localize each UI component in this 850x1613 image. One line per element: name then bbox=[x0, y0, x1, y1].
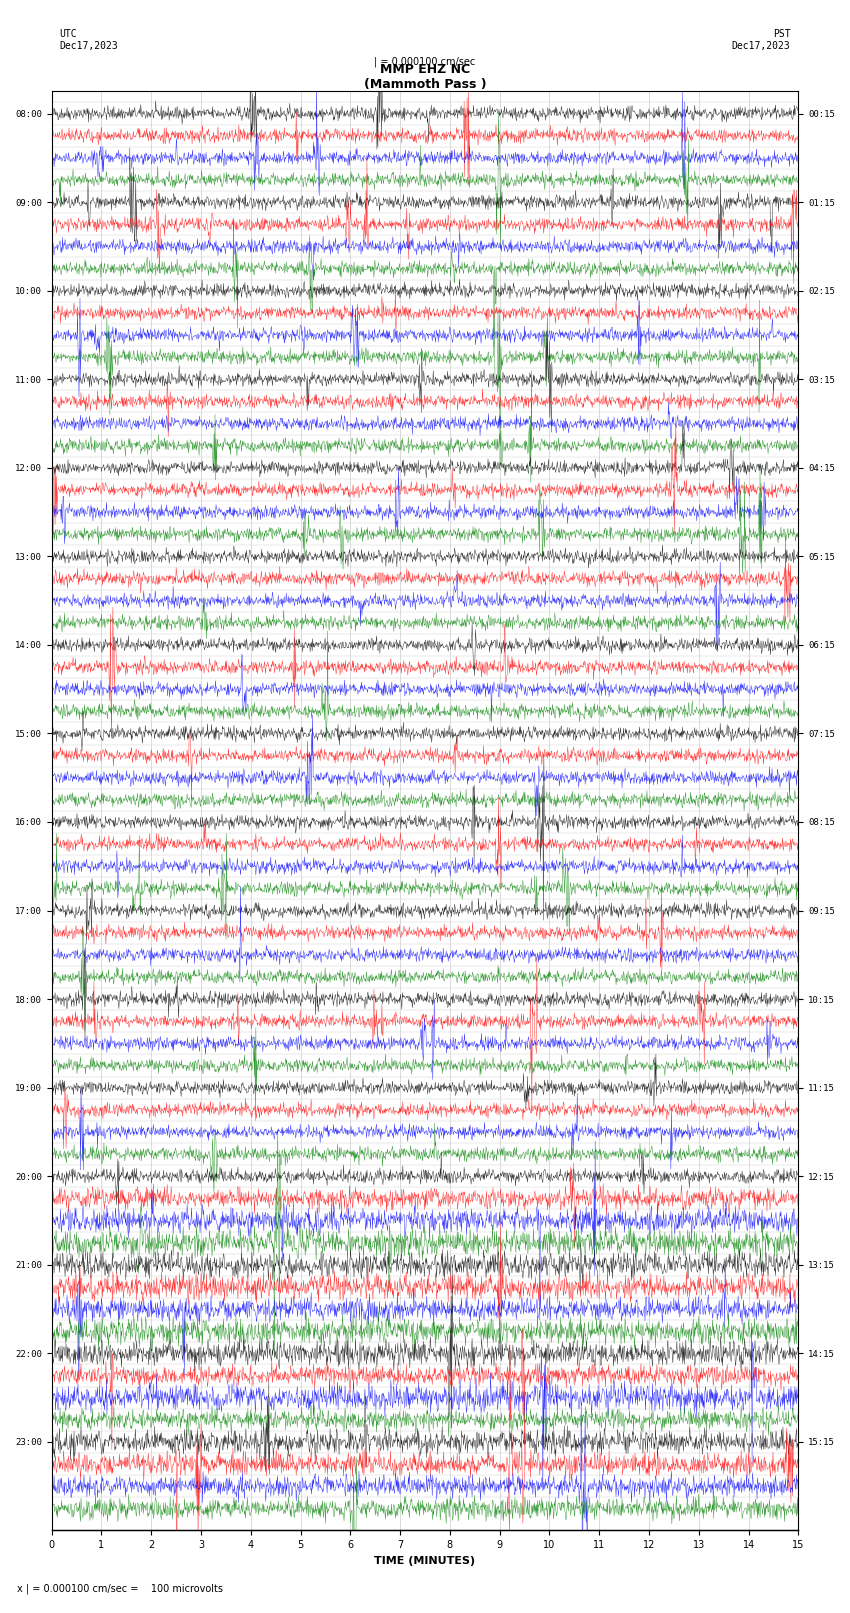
X-axis label: TIME (MINUTES): TIME (MINUTES) bbox=[375, 1557, 475, 1566]
Text: UTC
Dec17,2023: UTC Dec17,2023 bbox=[60, 29, 118, 50]
Text: | = 0.000100 cm/sec: | = 0.000100 cm/sec bbox=[374, 56, 476, 68]
Title: MMP EHZ NC
(Mammoth Pass ): MMP EHZ NC (Mammoth Pass ) bbox=[364, 63, 486, 92]
Text: x | = 0.000100 cm/sec =    100 microvolts: x | = 0.000100 cm/sec = 100 microvolts bbox=[17, 1582, 223, 1594]
Text: PST
Dec17,2023: PST Dec17,2023 bbox=[732, 29, 791, 50]
